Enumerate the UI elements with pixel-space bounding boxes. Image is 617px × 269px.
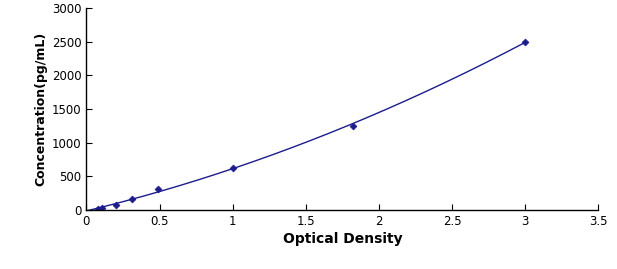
X-axis label: Optical Density: Optical Density — [283, 232, 402, 246]
Y-axis label: Concentration(pg/mL): Concentration(pg/mL) — [35, 32, 48, 186]
